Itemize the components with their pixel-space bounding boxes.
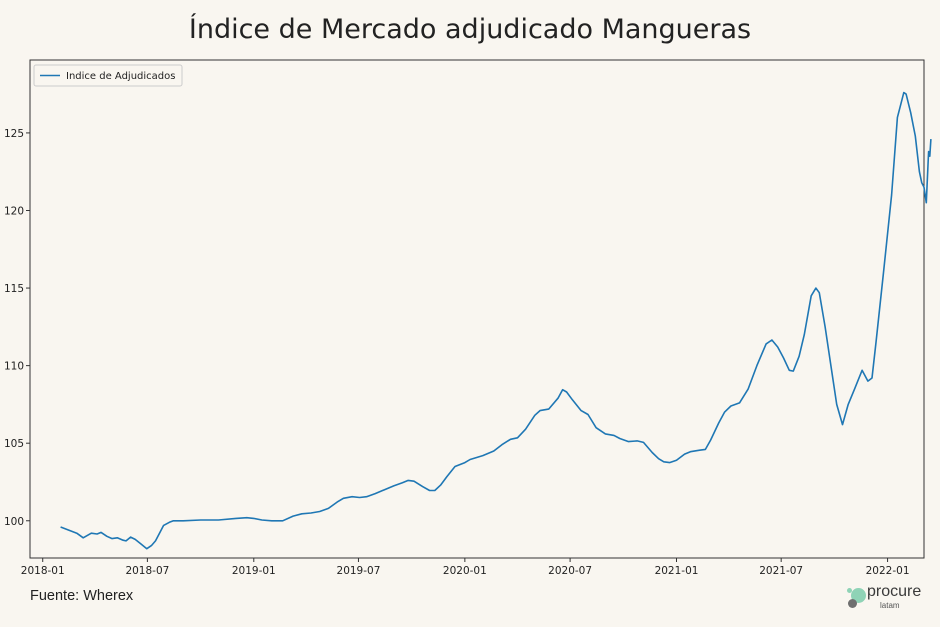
x-axis: 2018-01 2018-07 2019-01 2019-07 2020-01 2020-… xyxy=(21,558,910,577)
x-tick-label: 2020-07 xyxy=(548,565,592,577)
x-tick-label: 2022-01 xyxy=(866,565,910,577)
logo-dot-icon xyxy=(847,588,852,593)
x-tick-label: 2021-07 xyxy=(759,565,803,577)
logo-brand-text: procure xyxy=(867,583,922,600)
x-tick-label: 2018-01 xyxy=(21,565,65,577)
legend-label: Indice de Adjudicados xyxy=(66,71,175,82)
plot-frame xyxy=(29,59,925,559)
series-line xyxy=(60,91,932,550)
chart-title: Índice de Mercado adjudicado Mangueras xyxy=(188,14,752,45)
x-tick-label: 2021-01 xyxy=(655,565,699,577)
x-tick-label: 2019-07 xyxy=(337,565,381,577)
y-tick-label: 110 xyxy=(4,361,24,373)
legend: Indice de Adjudicados xyxy=(33,64,183,87)
y-tick-label: 115 xyxy=(4,283,24,295)
series-layer xyxy=(60,91,932,550)
legend-box xyxy=(33,64,183,87)
y-tick-label: 100 xyxy=(4,516,24,528)
procure-logo: procure latam xyxy=(846,583,936,612)
y-tick-label: 105 xyxy=(4,438,24,450)
x-tick-label: 2019-01 xyxy=(232,565,276,577)
x-tick-label: 2018-07 xyxy=(125,565,169,577)
y-tick-label: 120 xyxy=(4,205,24,217)
y-tick-label: 125 xyxy=(4,128,24,140)
logo-dot-icon xyxy=(848,599,857,608)
logo-sub-text: latam xyxy=(880,601,900,610)
y-axis: 100 105 110 115 120 125 xyxy=(4,128,30,528)
x-tick-label: 2020-01 xyxy=(443,565,487,577)
source-note: Fuente: Wherex xyxy=(30,588,134,604)
